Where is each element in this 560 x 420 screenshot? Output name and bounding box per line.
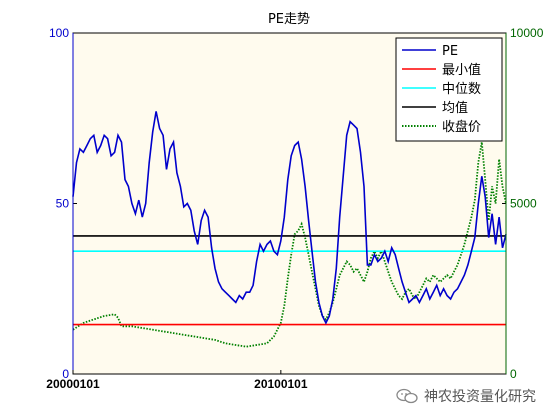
y-right-tick-label: 10000 [510, 26, 544, 40]
watermark-text: 神农投资量化研究 [424, 389, 536, 405]
legend-label-2: 中位数 [442, 82, 481, 97]
x-tick-label: 20000101 [46, 377, 100, 391]
legend-label-4: 收盘价 [442, 119, 481, 135]
series-0-line [72, 111, 507, 325]
wechat-icon [396, 388, 418, 404]
axis-layer: 0 50 100 0 5000 10000 20000101 20100101 [46, 26, 543, 391]
y-left-tick-label: 50 [56, 197, 70, 211]
y-left-tick-label: 0 [62, 367, 69, 381]
x-tick-label: 20100101 [254, 377, 308, 391]
chart-title: PE走势 [268, 11, 310, 27]
watermark: 神农投资量化研究 [392, 384, 540, 408]
series-4-line [72, 141, 507, 348]
series-layer [72, 111, 507, 348]
legend-label-0: PE [442, 44, 458, 59]
legend-box [395, 37, 503, 142]
y-right-tick-label: 0 [510, 367, 517, 381]
legend-label-1: 最小值 [442, 62, 481, 78]
legend-label-3: 均值 [442, 100, 468, 116]
y-left-tick-label: 100 [49, 26, 69, 40]
y-right-tick-label: 5000 [510, 197, 537, 211]
